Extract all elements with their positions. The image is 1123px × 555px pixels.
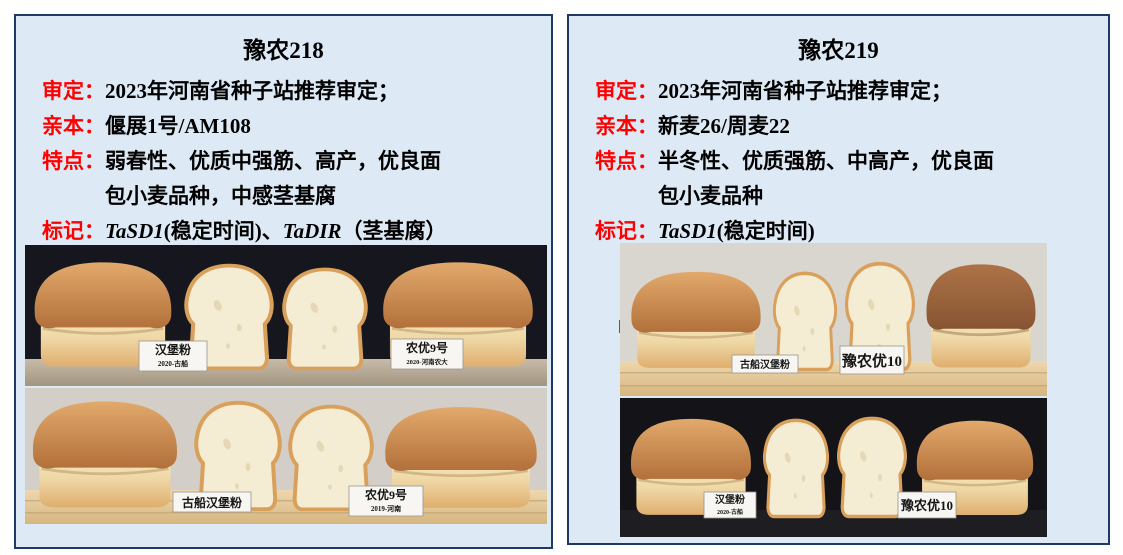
sample-tag: 古船汉堡粉 (172, 491, 252, 513)
sample-tag: 汉堡粉 2020-古船 (138, 340, 208, 372)
sample-tag-year: 2020-古船 (717, 508, 743, 516)
panel-title: 豫农218 (243, 38, 324, 63)
sample-tag-name: 农优9号 (405, 340, 448, 355)
field-label: 亲本： (42, 114, 105, 138)
field-markers: 标记： TaSD1(稳定时间)、TaDIR（茎基腐） (42, 214, 535, 249)
field-value: 弱春性、优质中强筋、高产，优良面 包小麦品种，中感茎基腐 (105, 149, 441, 208)
field-label: 亲本： (595, 114, 658, 138)
sample-tag-name: 豫农优10 (901, 498, 953, 513)
sample-tag-year: 2020-古船 (158, 359, 188, 368)
bread-loaf (629, 270, 763, 370)
bread-photo-scene: 汉堡粉 2020-古船 农优9号 2020-河南农大 (25, 245, 547, 386)
sample-tag-name: 汉堡粉 (715, 493, 745, 506)
gene-name: TaDIR (282, 219, 342, 243)
gene-note: (稳定时间)、 (163, 219, 283, 243)
field-value: 2023年河南省种子站推荐审定； (105, 79, 399, 103)
bread-photo-scene: 古船汉堡粉 农优9号 2019-河南 (25, 388, 547, 524)
field-markers: 标记： TaSD1(稳定时间) (595, 214, 1092, 249)
bread-comparison-photo-top: 汉堡粉 2020-古船 农优9号 2020-河南农大 (25, 245, 547, 386)
bread-slice (762, 418, 830, 519)
field-label: 标记： (595, 219, 658, 243)
field-traits: 特点： 弱春性、优质中强筋、高产，优良面 包小麦品种，中感茎基腐 (42, 144, 535, 214)
field-traits: 特点： 半冬性、优质强筋、中高产，优良面 包小麦品种 (595, 144, 1092, 214)
sample-tag-name: 古船汉堡粉 (740, 358, 790, 371)
field-certification: 审定： 2023年河南省种子站推荐审定； (42, 74, 535, 109)
gene-note: (稳定时间) (716, 219, 815, 243)
bread-comparison-photo-bottom: 古船汉堡粉 农优9号 2019-河南 (25, 388, 547, 524)
bread-slice (282, 267, 368, 371)
variety-panel-yunong218: 豫农218 审定： 2023年河南省种子站推荐审定； 亲本： 偃展1号/AM10… (14, 14, 553, 549)
sample-tag-name: 古船汉堡粉 (182, 495, 242, 510)
sample-tag: 农优9号 2020-河南农大 (390, 338, 464, 370)
field-list: 审定： 2023年河南省种子站推荐审定； 亲本： 偃展1号/AM108 特点： … (16, 65, 551, 249)
bread-loaf (925, 262, 1037, 369)
field-label: 特点： (595, 149, 658, 173)
panel-title: 豫农219 (798, 38, 879, 63)
field-value: TaSD1(稳定时间)、TaDIR（茎基腐） (105, 214, 447, 249)
field-certification: 审定： 2023年河南省种子站推荐审定； (595, 74, 1092, 109)
gene-name: TaSD1 (105, 219, 164, 243)
sample-tag-name: 农优9号 (364, 487, 407, 502)
bread-photo-scene: 汉堡粉 2020-古船 豫农优10 (620, 398, 1047, 537)
field-label: 特点： (42, 149, 105, 173)
bread-slice (836, 416, 908, 519)
field-label: 审定： (595, 79, 658, 103)
sample-tag: 古船汉堡粉 (731, 354, 799, 374)
gene-note: （茎基腐） (341, 219, 447, 243)
sample-tag-name: 豫农优10 (842, 352, 902, 370)
field-label: 审定： (42, 79, 105, 103)
field-list: 审定： 2023年河南省种子站推荐审定； 亲本： 新麦26/周麦22 特点： 半… (569, 65, 1108, 249)
field-value: 偃展1号/AM108 (105, 114, 251, 138)
bread-photo-scene: 古船汉堡粉 豫农优10 (620, 243, 1047, 396)
field-value: 2023年河南省种子站推荐审定； (658, 79, 952, 103)
field-parents: 亲本： 偃展1号/AM108 (42, 109, 535, 144)
gene-name: TaSD1 (658, 219, 717, 243)
bread-loaf (31, 399, 179, 509)
field-label: 标记： (42, 219, 105, 243)
field-parents: 亲本： 新麦26/周麦22 (595, 109, 1092, 144)
sample-tag-year: 2020-河南农大 (406, 357, 448, 366)
bread-comparison-photo-bottom: 汉堡粉 2020-古船 豫农优10 (620, 398, 1047, 537)
sample-tag: 汉堡粉 2020-古船 (703, 491, 757, 519)
bread-comparison-photo-top: 古船汉堡粉 豫农优10 (620, 243, 1047, 396)
sample-tag: 农优9号 2019-河南 (348, 485, 424, 517)
sample-tag-year: 2019-河南 (371, 504, 401, 513)
sample-tag-name: 汉堡粉 (155, 342, 191, 357)
field-value: 新麦26/周麦22 (658, 114, 790, 138)
field-value: 半冬性、优质强筋、中高产，优良面 包小麦品种 (658, 149, 994, 208)
sample-tag: 豫农优10 (839, 345, 905, 375)
variety-panel-yunong219: 豫农219 审定： 2023年河南省种子站推荐审定； 亲本： 新麦26/周麦22… (567, 14, 1110, 545)
sample-tag: 豫农优10 (897, 491, 957, 519)
field-value: TaSD1(稳定时间) (658, 214, 815, 249)
